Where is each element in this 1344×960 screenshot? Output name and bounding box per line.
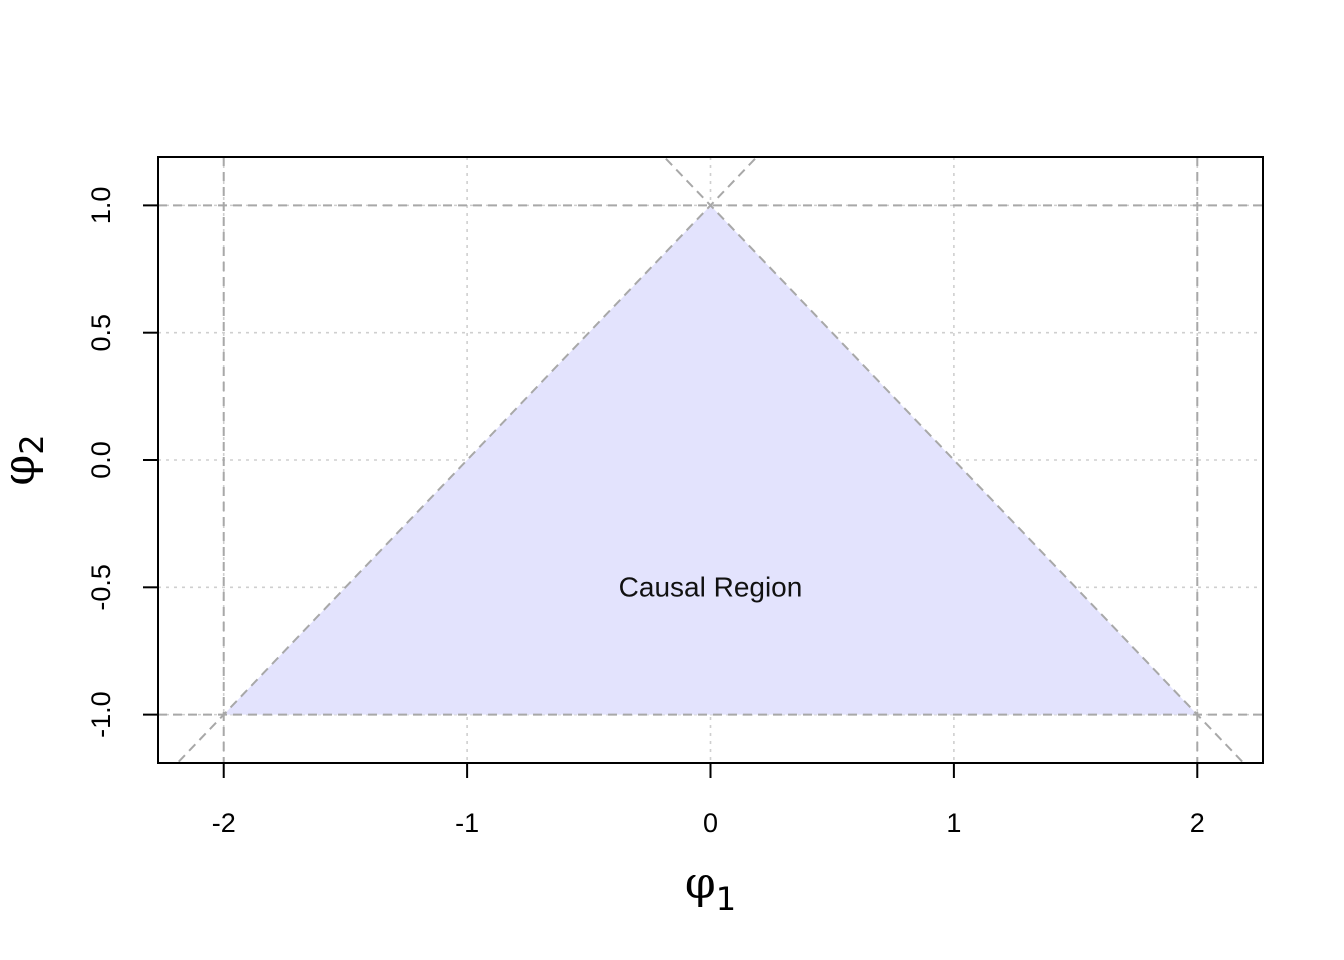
causal-region <box>223 205 1198 715</box>
y-tick-label: 0.0 <box>86 441 116 479</box>
y-axis-title-subscript: 2 <box>13 434 51 454</box>
y-axis: -1.0 -0.5 0.0 0.5 1.0 <box>86 187 158 738</box>
y-tick-label: 0.5 <box>86 314 116 352</box>
causal-region-layer <box>223 205 1198 715</box>
x-axis-title: φ1 <box>685 858 736 918</box>
causal-region-label: Causal Region <box>619 571 803 602</box>
y-axis-title: φ2 <box>0 434 51 485</box>
y-tick-label: -1.0 <box>86 691 116 738</box>
x-tick-label: 1 <box>946 808 961 838</box>
boundary-lines <box>158 157 1263 763</box>
x-tick-label: -1 <box>455 808 479 838</box>
x-tick-label: -2 <box>212 808 236 838</box>
y-tick-label: 1.0 <box>86 187 116 225</box>
x-tick-label: 2 <box>1190 808 1205 838</box>
boundary-line-diagonal <box>662 157 1245 763</box>
y-axis-title-symbol: φ <box>0 455 45 486</box>
x-axis-title-symbol: φ <box>685 858 716 909</box>
x-tick-label: 0 <box>703 808 718 838</box>
x-axis: -2 -1 0 1 2 <box>212 763 1205 838</box>
x-axis-title-subscript: 1 <box>716 880 736 918</box>
y-tick-label: -0.5 <box>86 564 116 611</box>
